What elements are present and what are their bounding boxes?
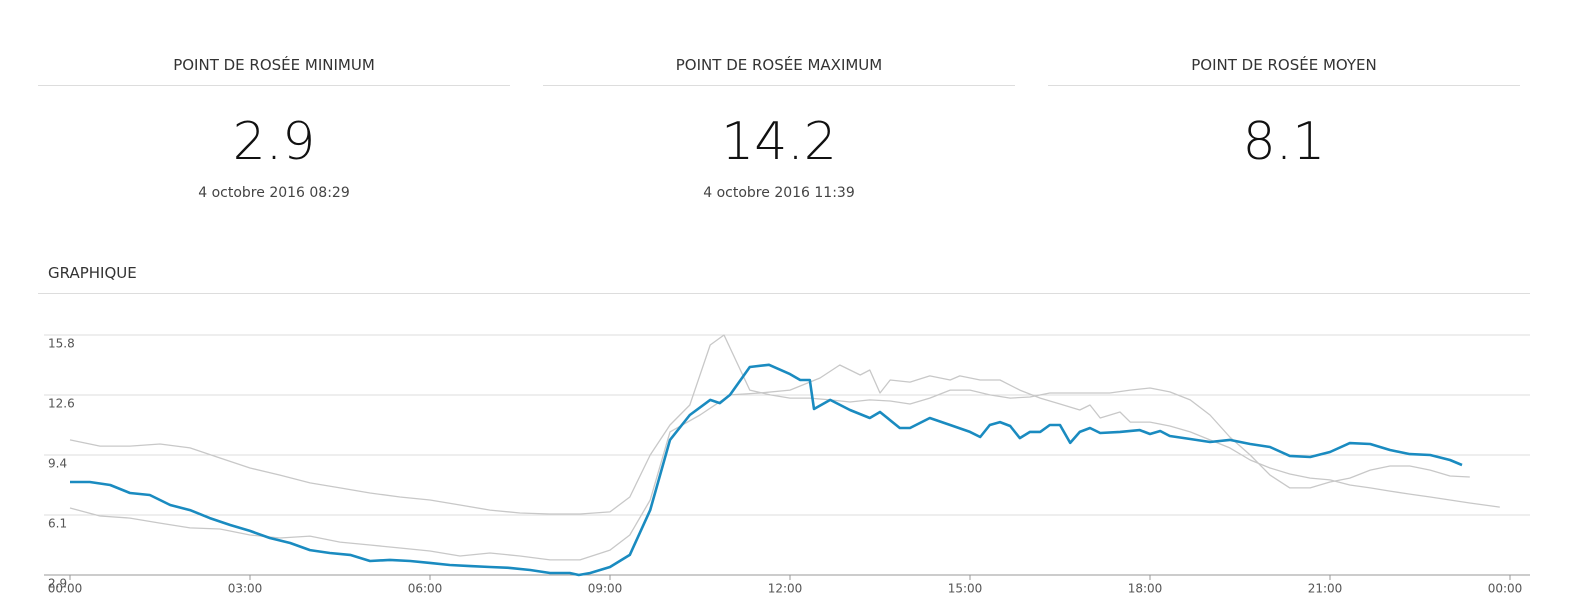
x-tick-label: 18:00 <box>1128 582 1163 596</box>
data-line <box>70 363 1463 577</box>
y-tick-label: 9.4 <box>48 457 67 471</box>
stat-value: 2.9 <box>232 112 316 172</box>
stat-title: POINT DE ROSÉE MAXIMUM <box>543 56 1015 86</box>
x-tick-label: 00:00 <box>48 582 83 596</box>
x-tick-label: 03:00 <box>228 582 263 596</box>
y-tick-label: 2.9 <box>48 577 67 591</box>
stat-date: 4 octobre 2016 08:29 <box>198 185 350 201</box>
stat-date: 4 octobre 2016 11:39 <box>703 185 855 201</box>
data-line <box>69 364 1500 561</box>
x-tick-label: 15:00 <box>948 582 983 596</box>
y-tick-label: 12.6 <box>48 397 75 411</box>
x-tick-label: 09:00 <box>588 582 623 596</box>
x-tick-label: 21:00 <box>1308 582 1343 596</box>
data-line <box>69 334 1470 515</box>
stat-title: POINT DE ROSÉE MINIMUM <box>38 56 510 86</box>
y-tick-label: 15.8 <box>48 337 75 351</box>
stat-title: POINT DE ROSÉE MOYEN <box>1048 56 1520 86</box>
x-tick-label: 00:00 <box>1488 582 1523 596</box>
stat-value: 8.1 <box>1242 112 1326 172</box>
x-tick-label: 12:00 <box>768 582 803 596</box>
y-tick-label: 6.1 <box>48 517 67 531</box>
x-tick-label: 06:00 <box>408 582 443 596</box>
stat-value: 14.2 <box>721 112 837 172</box>
section-title: GRAPHIQUE <box>38 264 1530 294</box>
